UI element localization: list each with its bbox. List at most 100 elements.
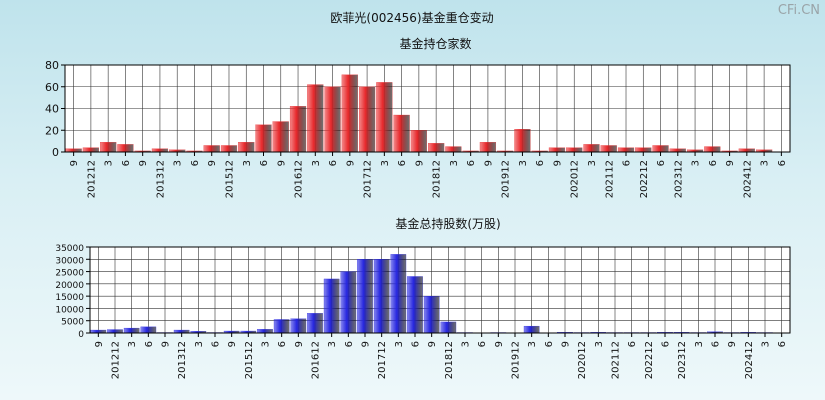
holders-x-tick-label: 6 xyxy=(656,160,667,166)
shares-bar xyxy=(373,259,390,334)
holders-bar xyxy=(341,74,358,153)
holders-bar xyxy=(324,86,341,153)
holders-bar xyxy=(445,146,462,153)
holders-bar xyxy=(600,145,617,153)
shares-x-tick-label: 201212 xyxy=(111,341,122,379)
holders-x-tick-label: 3 xyxy=(173,160,184,166)
holders-bar xyxy=(704,146,721,153)
holders-x-tick-label: 6 xyxy=(259,160,270,166)
holders-x-tick-label: 201912 xyxy=(501,160,512,198)
holders-x-tick-label: 201712 xyxy=(363,160,374,198)
holders-x-tick-label: 6 xyxy=(622,160,633,166)
holders-x-tick-label: 201812 xyxy=(432,160,443,198)
holders-x-tick-label: 202412 xyxy=(742,160,753,198)
shares-plot-area xyxy=(90,247,790,333)
holders-x-tick-label: 6 xyxy=(328,160,339,166)
holders-x-tick-label: 3 xyxy=(449,160,460,166)
holders-x-tick-label: 3 xyxy=(104,160,115,166)
total-shares-chart: 基金总持股数(万股) 0 5000 10000 15000 20000 25000 30000… xyxy=(55,216,791,379)
shares-x-tick-label: 6 xyxy=(277,341,288,347)
holders-x-tick-label: 9 xyxy=(414,160,425,166)
shares-x-tick-label: 9 xyxy=(227,341,238,347)
shares-x-tick-label: 202312 xyxy=(677,341,688,379)
holders-bar xyxy=(617,147,635,153)
shares-x-tick-label: 201612 xyxy=(311,341,322,379)
holders-bar xyxy=(652,145,669,153)
shares-bar xyxy=(407,276,423,334)
shares-x-tick-label: 3 xyxy=(461,341,472,347)
shares-y-tick-label: 35000 xyxy=(55,244,84,254)
holders-x-tick-label: 6 xyxy=(777,160,788,166)
holders-x-tick-label: 9 xyxy=(345,160,356,166)
holders-bar xyxy=(376,82,393,153)
shares-x-tick-label: 9 xyxy=(427,341,438,347)
holders-x-tick-label: 9 xyxy=(483,160,494,166)
holders-x-tick-label: 201612 xyxy=(294,160,305,198)
holders-bar xyxy=(82,147,99,153)
shares-bar xyxy=(140,326,157,334)
shares-x-tick-label: 202012 xyxy=(577,341,588,379)
holders-bar xyxy=(583,144,600,153)
holders-bar xyxy=(393,114,410,153)
holders-x-tick-label: 9 xyxy=(138,160,149,166)
chart-title: 欧菲光(002456)基金重仓变动 xyxy=(330,10,493,25)
shares-bar xyxy=(290,318,307,334)
holders-x-tick-label: 202112 xyxy=(604,160,615,198)
holders-bar xyxy=(255,124,272,153)
shares-y-tick-label: 25000 xyxy=(55,269,84,279)
holders-y-tick-label: 40 xyxy=(45,103,59,116)
holders-bar xyxy=(220,145,238,153)
holders-x-tick-label: 9 xyxy=(552,160,563,166)
shares-bar xyxy=(390,254,407,334)
holders-x-tick-label: 201512 xyxy=(224,160,235,198)
shares-x-tick-label: 9 xyxy=(294,341,305,347)
shares-x-tick-label: 3 xyxy=(694,341,705,347)
shares-x-tick-label: 3 xyxy=(327,341,338,347)
holders-x-tick-label: 6 xyxy=(397,160,408,166)
shares-x-tick-label: 3 xyxy=(527,341,538,347)
holders-x-tick-label: 6 xyxy=(190,160,201,166)
shares-x-tick-label: 3 xyxy=(394,341,405,347)
holders-y-tick-label: 20 xyxy=(45,124,59,137)
holders-x-tick-label: 202212 xyxy=(639,160,650,198)
shares-bar xyxy=(357,259,373,334)
shares-x-tick-label: 6 xyxy=(777,341,788,347)
holders-bar xyxy=(289,106,307,153)
holders-bar xyxy=(272,121,289,153)
holders-bar xyxy=(566,147,583,153)
holders-x-tick-label: 9 xyxy=(725,160,736,166)
shares-x-tick-label: 9 xyxy=(494,341,505,347)
holders-bar xyxy=(548,147,566,153)
shares-x-tick-label: 3 xyxy=(261,341,272,347)
holders-y-tick-label: 80 xyxy=(45,59,59,72)
shares-bar xyxy=(257,329,273,334)
shares-x-tick-label: 6 xyxy=(344,341,355,347)
shares-x-tick-label: 202412 xyxy=(744,341,755,379)
holders-x-tick-label: 3 xyxy=(242,160,253,166)
holders-y-tick-label: 60 xyxy=(45,81,59,94)
holders-bar xyxy=(635,147,652,153)
shares-x-tick-label: 6 xyxy=(411,341,422,347)
shares-y-tick-label: 10000 xyxy=(55,305,84,315)
shares-x-tick-label: 6 xyxy=(661,341,672,347)
holders-bar xyxy=(358,86,376,153)
holders-bar xyxy=(307,84,324,153)
holders-x-tick-label: 6 xyxy=(708,160,719,166)
holders-x-tick-label: 9 xyxy=(276,160,287,166)
holders-x-tick-label: 201212 xyxy=(86,160,97,198)
shares-plot-frame xyxy=(89,246,791,334)
shares-x-tick-label: 9 xyxy=(361,341,372,347)
holders-x-tick-label: 202012 xyxy=(570,160,581,198)
shares-x-tick-label: 9 xyxy=(561,341,572,347)
holders-y-tick-label: 0 xyxy=(52,146,59,159)
shares-x-tick-label: 201912 xyxy=(511,341,522,379)
holders-chart-title: 基金持仓家数 xyxy=(399,36,471,51)
holders-bar xyxy=(514,129,531,153)
shares-chart-title: 基金总持股数(万股) xyxy=(395,216,500,231)
holders-x-tick-label: 3 xyxy=(518,160,529,166)
shares-x-tick-label: 6 xyxy=(477,341,488,347)
holders-x-tick-label: 9 xyxy=(207,160,218,166)
holders-x-tick-label: 6 xyxy=(121,160,132,166)
